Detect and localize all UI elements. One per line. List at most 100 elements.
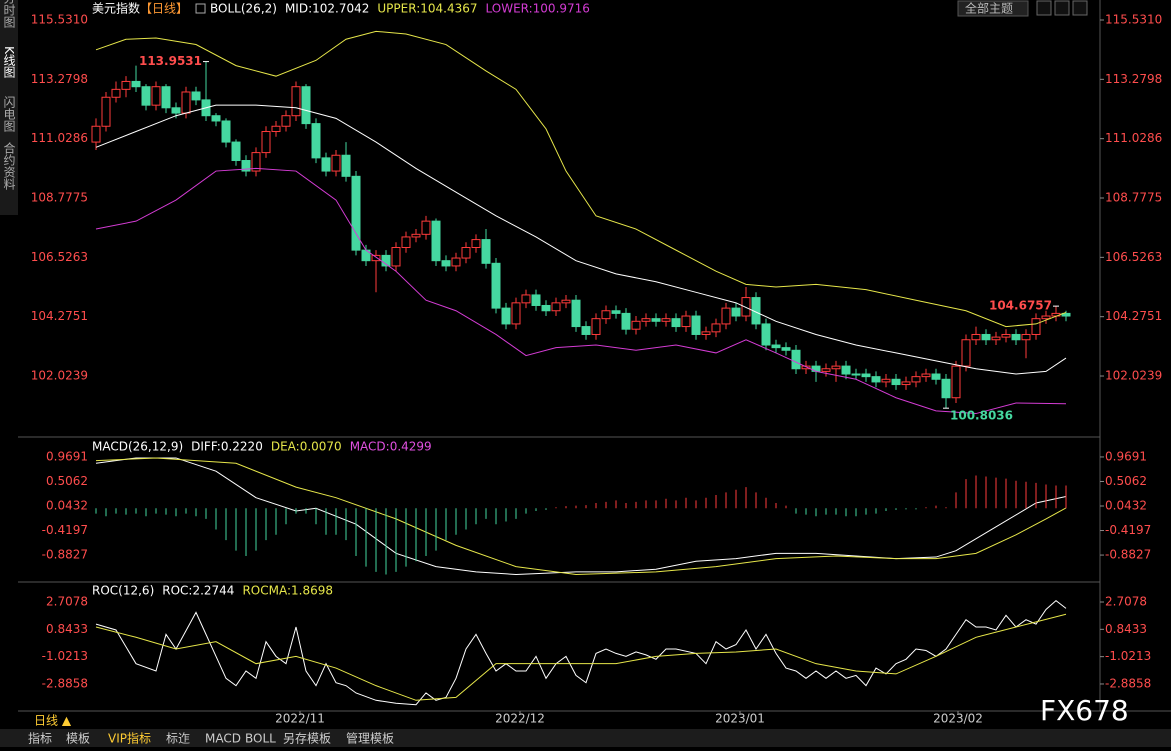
y-tick-label-left: 115.5310 — [31, 13, 88, 27]
legend-item: MACD(26,12,9) — [92, 440, 183, 454]
candle-body — [711, 323, 721, 333]
candle-body — [861, 373, 871, 378]
candle-body — [871, 376, 881, 383]
y-tick-label-right: 108.7775 — [1105, 191, 1162, 205]
candle-body — [441, 260, 451, 267]
x-tick-label: 2023/01 — [715, 712, 765, 726]
candle-body — [331, 154, 341, 172]
candle-body — [491, 262, 501, 309]
candle-body — [991, 336, 1001, 341]
y-tick-label-left: 0.5062 — [46, 474, 88, 488]
candle-body — [1041, 315, 1051, 320]
candle-body — [471, 239, 481, 248]
candle-body — [141, 86, 151, 106]
annotation-label: 100.8036 — [950, 409, 1013, 423]
candle-body — [351, 175, 361, 251]
y-tick-label-left: -1.0213 — [42, 649, 88, 663]
candle-body — [181, 91, 191, 114]
y-tick-label-right: 106.5263 — [1105, 250, 1162, 264]
y-tick-label-left: 0.8433 — [46, 622, 88, 636]
candle-body — [661, 318, 671, 322]
candle-body — [901, 381, 911, 386]
x-tick-label: 2022/12 — [495, 712, 545, 726]
y-tick-label-right: -0.8827 — [1105, 548, 1151, 562]
theme-button[interactable] — [957, 0, 1029, 17]
candle-body — [1011, 333, 1021, 341]
candle-body — [221, 120, 231, 143]
tab[interactable]: 标迮 — [166, 732, 190, 746]
tab[interactable]: 指标 — [28, 731, 52, 746]
candle-body — [531, 294, 541, 306]
window-button[interactable] — [1054, 0, 1070, 16]
candle-body — [701, 331, 711, 335]
series-line — [95, 613, 1067, 701]
candle-body — [521, 294, 531, 304]
window-button[interactable] — [1072, 0, 1088, 16]
candle-body — [251, 152, 261, 172]
series-line — [95, 167, 1067, 415]
candle-body — [831, 365, 841, 370]
y-tick-label-left: 104.2751 — [31, 309, 88, 323]
tab[interactable]: BOLL — [245, 732, 276, 746]
y-tick-label-left: 2.7078 — [46, 595, 88, 609]
y-tick-label-right: 113.2798 — [1105, 72, 1162, 86]
candle-body — [611, 310, 621, 314]
candle-body — [231, 141, 241, 162]
candle-body — [771, 344, 781, 349]
candle-body — [431, 220, 441, 262]
candle-body — [551, 302, 561, 312]
candle-body — [501, 307, 511, 325]
y-tick-label-right: 2.7078 — [1105, 595, 1147, 609]
candle-body — [341, 154, 351, 177]
legend-item: ROCMA:1.8698 — [242, 584, 333, 598]
candle-body — [891, 378, 901, 386]
sidebar-tab[interactable]: 合约资料 — [2, 141, 16, 190]
y-tick-label-right: 0.8433 — [1105, 622, 1147, 636]
legend-icon — [195, 3, 206, 14]
candle-body — [311, 123, 321, 159]
candle-body — [601, 310, 611, 320]
candle-body — [631, 320, 641, 330]
y-tick-label-right: -1.0213 — [1105, 649, 1151, 663]
series-line — [95, 104, 1067, 375]
candle-body — [821, 368, 831, 372]
candle-body — [621, 312, 631, 330]
x-tick-label: 2022/11 — [275, 712, 325, 726]
candle-body — [241, 160, 251, 172]
legend-item: DEA:0.0070 — [271, 440, 342, 454]
candle-body — [461, 246, 471, 259]
y-tick-label-right: 104.2751 — [1105, 309, 1162, 323]
legend-item: DIFF:0.2220 — [191, 440, 263, 454]
candle-body — [921, 373, 931, 378]
candle-body — [1061, 312, 1071, 317]
y-tick-label-left: 0.0432 — [46, 499, 88, 513]
tab[interactable]: VIP指标 — [108, 731, 151, 746]
legend-item: BOLL(26,2) — [210, 2, 277, 16]
candle-body — [91, 125, 101, 143]
sidebar-tab[interactable]: 分时图 — [2, 0, 16, 28]
tab[interactable]: 另存模板 — [283, 732, 331, 746]
sidebar-tab[interactable]: K线图 — [2, 46, 16, 78]
candle-body — [451, 257, 461, 267]
candle-body — [981, 333, 991, 341]
tab[interactable]: 管理模板 — [346, 731, 394, 746]
y-tick-label-right: -2.8858 — [1105, 676, 1151, 690]
candle-body — [951, 365, 961, 399]
y-tick-label-right: 111.0286 — [1105, 131, 1162, 145]
legend-item: UPPER:104.4367 — [377, 2, 477, 16]
sidebar-tab[interactable]: 闪电图 — [2, 96, 16, 132]
period-button[interactable]: 日线 ▲ — [34, 714, 72, 728]
candle-body — [1001, 333, 1011, 338]
theme-button-label[interactable]: 全部主题 — [965, 1, 1013, 16]
candle-body — [931, 373, 941, 380]
tab[interactable]: MACD — [205, 732, 241, 746]
series-line — [95, 30, 1067, 328]
candle-body — [781, 347, 791, 351]
candle-body — [941, 378, 951, 399]
candle-body — [671, 318, 681, 328]
y-tick-label-left: -0.8827 — [42, 548, 88, 562]
legend-item: 美元指数 — [92, 1, 140, 16]
candle-body — [261, 131, 271, 154]
tab[interactable]: 模板 — [66, 732, 90, 746]
window-button[interactable] — [1036, 0, 1052, 16]
